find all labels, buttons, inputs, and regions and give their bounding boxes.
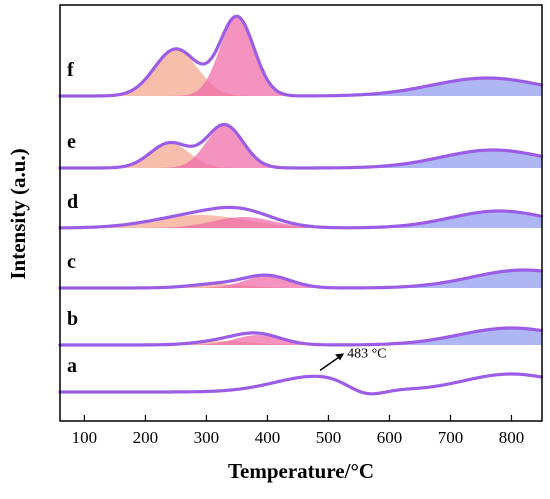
peak-fill-c-3 [60,270,542,288]
peak-fill-c-2 [60,276,542,288]
peak-fill-f-3 [60,78,542,96]
x-ticks: 100 200 300 400 500 600 700 800 [72,415,525,447]
x-tick-label-800: 800 [499,428,525,447]
series-label-a: a [67,355,77,377]
annotation: 483 °C [319,346,387,371]
annotation-arrowhead [335,353,345,361]
series-label-f: f [67,59,74,81]
series-label-d: d [67,191,78,213]
curve-a [58,372,543,396]
peak-fills [60,17,542,345]
peak-fill-f-1 [60,49,542,96]
annotation-label: 483 °C [347,346,386,361]
x-tick-label-600: 600 [377,428,403,447]
x-axis-title: Temperature/°C [228,459,374,483]
x-tick-label-400: 400 [255,428,281,447]
x-tick-label-500: 500 [316,428,342,447]
plot-frame [59,4,543,422]
x-tick-label-300: 300 [194,428,220,447]
series-labels: a b c d e f [67,59,78,377]
curve-c [58,268,543,290]
curve-f [58,14,543,98]
x-tick-label-200: 200 [133,428,159,447]
curve-e [58,122,543,170]
peak-fill-e-3 [60,150,542,168]
curve-d [58,205,543,230]
curve-b [58,326,543,347]
y-axis-title: Intensity (a.u.) [6,148,30,279]
peak-fill-d-1 [60,215,542,228]
x-tick-label-700: 700 [438,428,464,447]
peak-fill-e-1 [60,143,542,168]
series-label-c: c [67,251,76,273]
x-tick-label-100: 100 [72,428,98,447]
series-label-e: e [67,131,76,153]
series-label-b: b [67,308,78,330]
series-curves [58,14,543,396]
annotation-arrow-line [319,355,341,371]
